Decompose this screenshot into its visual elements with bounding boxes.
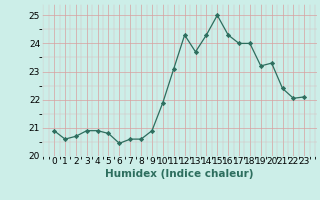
X-axis label: Humidex (Indice chaleur): Humidex (Indice chaleur) [105,169,253,179]
